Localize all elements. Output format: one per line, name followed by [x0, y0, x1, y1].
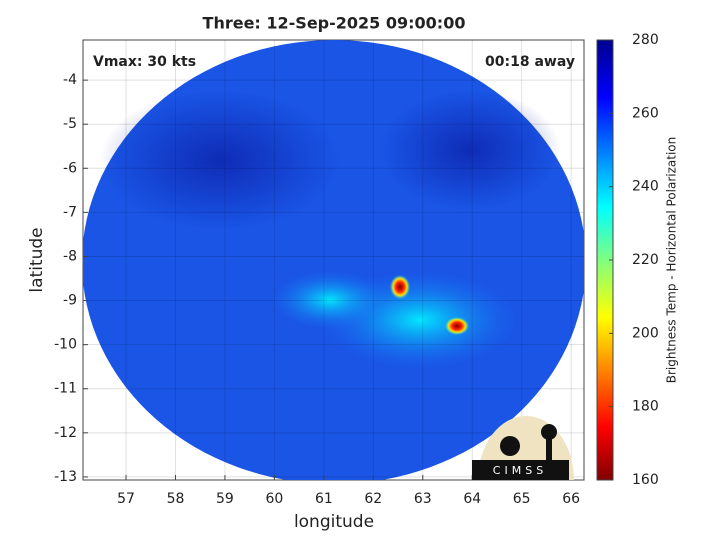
- colorbar-tick-label: 280: [632, 32, 659, 48]
- y-tick-label: -8: [63, 248, 77, 264]
- x-tick-label: 58: [167, 491, 185, 507]
- x-axis-label: longitude: [294, 512, 374, 532]
- axes: [83, 40, 584, 480]
- colorbar-tick-label: 180: [632, 399, 659, 415]
- y-tick-label: -5: [63, 116, 77, 132]
- colorbar-tick-label: 200: [632, 325, 659, 341]
- colorbar-tick-label: 260: [632, 105, 659, 121]
- x-tick-label: 60: [265, 491, 283, 507]
- y-tick-label: -7: [63, 204, 77, 220]
- x-tick-label: 64: [463, 491, 481, 507]
- x-tick-label: 57: [117, 491, 135, 507]
- x-tick-label: 65: [513, 491, 531, 507]
- swath-image: [83, 40, 584, 480]
- colorbar-tick-label: 160: [632, 472, 659, 488]
- x-tick-label: 59: [216, 491, 234, 507]
- x-tick-label: 63: [414, 491, 432, 507]
- x-tick-label: 61: [315, 491, 333, 507]
- logo: CIMSS: [472, 416, 574, 480]
- colorbar-tick-label: 220: [632, 252, 659, 268]
- y-tick-label: -10: [54, 337, 77, 353]
- y-tick-label: -12: [54, 425, 77, 441]
- colorbar-tick-label: 240: [632, 179, 659, 195]
- y-tick-label: -9: [63, 293, 77, 309]
- annotation: Vmax: 30 kts: [93, 54, 196, 70]
- y-axis-label: latitude: [27, 227, 47, 292]
- y-tick-label: -11: [54, 381, 77, 397]
- logo-text: CIMSS: [493, 464, 547, 477]
- y-tick-label: -4: [63, 72, 77, 88]
- x-tick-label: 62: [364, 491, 382, 507]
- y-tick-label: -6: [63, 160, 77, 176]
- x-tick-label: 66: [562, 491, 580, 507]
- colorbar-label: Brightness Temp - Horizontal Polarizatio…: [665, 137, 679, 384]
- chart-title: Three: 12-Sep-2025 09:00:00: [203, 14, 466, 33]
- annotation: 00:18 away: [485, 54, 575, 70]
- y-tick-label: -13: [54, 469, 77, 485]
